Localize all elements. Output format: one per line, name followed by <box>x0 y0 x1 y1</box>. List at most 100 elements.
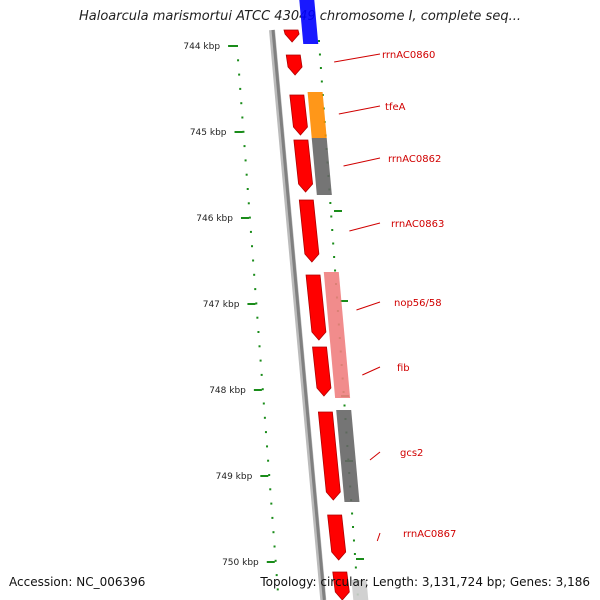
outer-ring-dot <box>351 512 354 515</box>
outer-ring-tick <box>356 558 364 560</box>
ruler-dot <box>253 273 256 276</box>
ruler-dot <box>245 173 248 176</box>
outer-ring-dot <box>318 53 321 56</box>
ruler-dot <box>237 59 240 62</box>
cog-bar <box>323 272 351 398</box>
gene-label-4: nop56/58 <box>394 298 442 309</box>
gene-label-0: rrnAC0860 <box>382 50 435 61</box>
ruler-tick-label: 744 kbp <box>183 42 220 52</box>
ruler-dot <box>276 588 279 591</box>
ruler-tick <box>247 303 256 305</box>
gene-leader-line <box>369 451 381 461</box>
outer-ring-tick <box>340 300 348 302</box>
ruler-tick <box>260 475 269 477</box>
ruler-tick <box>228 45 237 47</box>
outer-ring-dot <box>318 40 320 42</box>
ruler-dot <box>269 488 272 491</box>
gene-leader-line <box>334 53 381 63</box>
ruler-dot <box>244 159 247 162</box>
gene-label-6: gcs2 <box>400 448 423 459</box>
gene-label-5: fib <box>397 363 410 374</box>
backbone-line <box>271 29 326 600</box>
map-title: Haloarcula marismortui ATCC 43049 chromo… <box>79 9 521 24</box>
gene-label-3: rrnAC0863 <box>391 219 444 230</box>
ruler-tick-label: 749 kbp <box>216 472 253 482</box>
ruler-dot <box>275 574 278 577</box>
outer-ring-dot <box>332 242 335 245</box>
gene-arrow <box>332 571 350 600</box>
ruler-tick <box>234 131 243 133</box>
ruler-dot <box>262 402 265 405</box>
ruler-dot <box>240 102 243 105</box>
ruler-dot <box>241 116 244 119</box>
outer-ring-dot <box>333 256 336 258</box>
outer-ring-dot <box>319 67 322 69</box>
ruler-tick <box>253 389 262 391</box>
gene-label-2: rrnAC0862 <box>388 154 441 165</box>
gene-arrow <box>317 411 341 501</box>
ruler-dot <box>272 531 275 534</box>
ruler-tick-label: 745 kbp <box>190 128 227 138</box>
outer-ring-dot <box>352 526 355 528</box>
gene-arrow <box>298 199 320 263</box>
ruler-dot <box>273 545 276 548</box>
ruler-dot <box>247 202 250 205</box>
gene-leader-line <box>376 532 381 542</box>
ruler-dot <box>271 516 274 519</box>
ruler-dot <box>267 459 270 462</box>
ruler-tick-label: 750 kbp <box>222 558 259 568</box>
outer-ring-dot <box>352 539 355 542</box>
ruler-tick <box>240 217 249 219</box>
ruler-dot <box>256 316 259 319</box>
outer-ring-tick <box>334 210 342 212</box>
gene-leader-line <box>343 157 381 167</box>
gene-arrow <box>305 274 327 341</box>
ruler-dot <box>260 373 263 376</box>
ruler-dot <box>259 359 262 362</box>
gene-arrow <box>283 29 300 43</box>
gene-label-1: tfeA <box>385 102 406 113</box>
ruler-dot <box>248 216 251 219</box>
outer-ring-dot <box>354 566 357 569</box>
ruler-dot <box>254 288 257 291</box>
gene-arrow <box>289 94 308 136</box>
ruler-dot <box>263 416 266 419</box>
ruler-dot <box>255 302 258 305</box>
ruler-dot <box>261 388 264 391</box>
outer-ring-dot <box>331 229 334 231</box>
gene-label-7: rrnAC0867 <box>403 529 456 540</box>
ruler-dot <box>270 502 273 505</box>
ruler-dot <box>236 45 238 47</box>
gene-leader-line <box>338 105 381 115</box>
ruler-dot <box>246 188 249 190</box>
cog-bar <box>336 410 360 502</box>
gene-arrow <box>327 514 347 561</box>
ruler-tick-label: 746 kbp <box>196 214 233 224</box>
ruler-tick-label: 748 kbp <box>209 386 246 396</box>
accession-label: Accession: NC_006396 <box>9 575 146 589</box>
outer-ring-dot <box>320 80 323 83</box>
outer-ring-dot <box>330 215 333 218</box>
ruler-dot <box>242 130 245 133</box>
ruler-dot <box>239 87 242 90</box>
gene-leader-line <box>362 366 381 376</box>
gene-arrow <box>312 346 332 397</box>
ruler-dot <box>264 431 267 434</box>
ruler-dot <box>251 245 254 248</box>
cog-bar <box>311 138 332 195</box>
ruler-tick <box>266 561 275 563</box>
gene-leader-line <box>356 301 381 311</box>
cog-bar <box>351 580 369 600</box>
gene-arrow <box>293 139 313 193</box>
gene-leader-line <box>349 222 381 232</box>
ruler-dot <box>266 445 269 448</box>
ruler-dot <box>258 345 261 348</box>
ruler-dot <box>238 73 241 76</box>
ruler-dot <box>252 259 255 262</box>
ruler-dot <box>274 559 277 562</box>
ruler-tick-label: 747 kbp <box>203 300 240 310</box>
gene-arrow <box>285 54 303 76</box>
outer-ring-dot <box>329 202 332 204</box>
